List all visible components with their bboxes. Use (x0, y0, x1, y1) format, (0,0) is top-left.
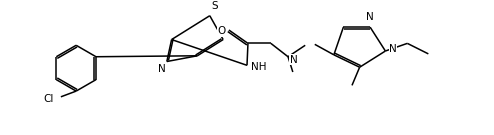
Text: N: N (290, 55, 298, 65)
Text: N: N (366, 12, 374, 22)
Text: NH: NH (251, 63, 266, 72)
Text: N: N (389, 44, 397, 54)
Text: O: O (218, 26, 226, 36)
Text: S: S (212, 1, 218, 11)
Text: N: N (158, 64, 166, 74)
Text: Cl: Cl (44, 94, 54, 104)
